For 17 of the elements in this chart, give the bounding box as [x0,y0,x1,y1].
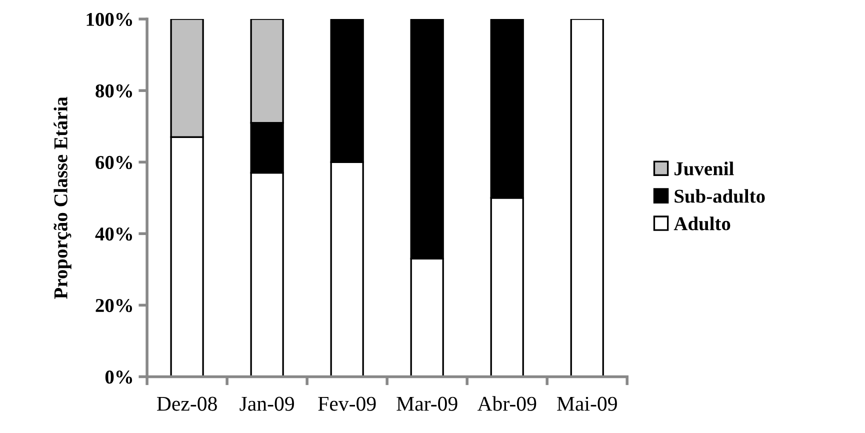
y-tick-label: 80% [96,84,132,98]
y-tick-label: 20% [96,298,132,312]
legend-label: Adulto [674,216,730,230]
x-tick-label: Jan-09 [240,396,294,411]
bar [570,19,604,377]
y-tick-label: 0% [105,370,132,384]
y-tick-label: 100% [86,12,132,26]
y-axis-title: Proporção Classe Etária [54,96,72,299]
y-tick-label: 40% [95,227,132,241]
y-tick-label: 60% [96,156,132,170]
legend-label: Sub-adulto [674,189,765,203]
x-tick-label: Mar-09 [396,396,458,411]
x-tick-label: Dez-08 [157,396,217,411]
x-tick-label: Mai-09 [557,396,617,411]
legend-label: Juvenil [674,162,734,176]
x-tick-label: Abr-09 [477,396,536,411]
x-tick-label: Fev-09 [318,396,376,411]
